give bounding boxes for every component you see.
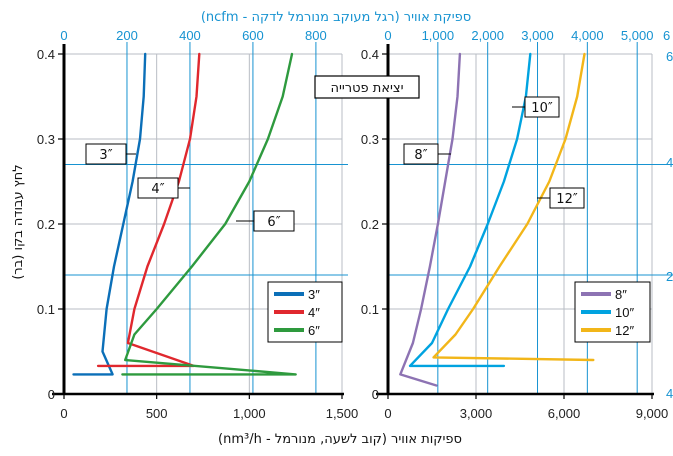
right-edge-label: 4 [666, 155, 673, 170]
legend: 3″ 4″ 6″ [267, 281, 343, 343]
x-tick-label: 500 [146, 406, 168, 421]
y-tick-label: 0.1 [37, 302, 55, 317]
legend-label: 3″ [308, 287, 320, 302]
legend-label: 12″ [615, 323, 634, 338]
label-layer: 3″ 4″ 6″ 10″ 8″ 12″ [85, 96, 585, 232]
legend: 8″ 10″ 12″ [574, 281, 651, 343]
top-axis-title: ספיקת אוויר (רגל מעוקב מנורמל לדקה - ncf… [201, 10, 471, 25]
label-box [549, 187, 585, 209]
series-size-label: 6″ [236, 210, 295, 232]
legend-layer: 3″ 4″ 6″ 8″ 10″ 12″ [267, 281, 651, 343]
y-tick-label: 0.2 [361, 217, 379, 232]
y-tick-label: 0.2 [37, 217, 55, 232]
series-line-8″ [399, 52, 462, 387]
series-line-12″ [432, 52, 595, 362]
y-tick-label: 0.1 [361, 302, 379, 317]
axis-layer [52, 44, 654, 396]
label-text: 6″ [267, 215, 280, 230]
x-tick-label: 3,000 [460, 406, 493, 421]
y-tick-label: 0.3 [37, 132, 55, 147]
series-size-label: 4″ [137, 177, 190, 199]
top-tick-label: 0 [60, 28, 67, 43]
top-tick-label: 400 [179, 28, 201, 43]
label-text: 4″ [151, 182, 164, 197]
series-size-label: 12″ [537, 187, 585, 209]
top-tick-label: 2,000 [471, 28, 504, 43]
x-tick-label: 9,000 [636, 406, 669, 421]
legend-label: 4″ [308, 305, 320, 320]
right-edge-label: 2 [666, 269, 673, 284]
x-tick-label: 1,500 [326, 406, 359, 421]
series-line-10″ [408, 52, 532, 368]
right-edge-label: 4 [666, 386, 673, 401]
y-tick-label: 0.4 [361, 47, 379, 62]
y-tick-label: 0 [372, 387, 379, 402]
top-tick-label: 1,000 [422, 28, 455, 43]
series-line-4″ [96, 52, 201, 368]
x-tick-label: 6,000 [548, 406, 581, 421]
legend-label: 8″ [615, 287, 627, 302]
label-text: 3″ [99, 148, 112, 163]
x-axis-title: ספיקות אוויר (קוב לשעה, מנורמל - nm³/h) [218, 432, 462, 447]
annotation-box: יציאת פטרייה [314, 75, 420, 99]
label-box [137, 177, 179, 199]
legend-label: 10″ [615, 305, 634, 320]
x-tick-label: 0 [384, 406, 391, 421]
top-tick-label: 3,000 [521, 28, 554, 43]
y-tick-label: 0.4 [37, 47, 55, 62]
series-layer [72, 52, 595, 387]
top-tick-label: 200 [116, 28, 138, 43]
label-text: 12″ [556, 192, 578, 207]
top-tick-label: 800 [305, 28, 327, 43]
label-box [403, 143, 439, 165]
right-edge-label: 6 [666, 49, 673, 64]
y-tick-label: 0.3 [361, 132, 379, 147]
top-tick-label: 600 [242, 28, 264, 43]
top-tick-label: 0 [384, 28, 391, 43]
top-tick-label: 5,000 [621, 28, 654, 43]
x-tick-label: 0 [60, 406, 67, 421]
label-box [85, 143, 127, 165]
series-line-3″ [72, 52, 147, 376]
series-size-label: 10″ [512, 96, 560, 118]
top-tick-label: 6 [663, 28, 670, 43]
label-box [524, 96, 560, 118]
y-tick-label: 0 [48, 387, 55, 402]
series-size-label: 3″ [85, 143, 136, 165]
label-box [253, 210, 295, 232]
top-tick-label: 4,000 [571, 28, 604, 43]
series-line-6″ [121, 52, 297, 376]
annotation-text: יציאת פטרייה [330, 81, 403, 96]
label-text: 8″ [414, 148, 427, 163]
label-text: 10″ [531, 101, 553, 116]
y-axis-title: לחץ עבודה בקו (בר) [11, 164, 26, 279]
legend-label: 6″ [308, 323, 320, 338]
series-size-label: 8″ [403, 143, 451, 165]
x-tick-label: 1,000 [233, 406, 266, 421]
